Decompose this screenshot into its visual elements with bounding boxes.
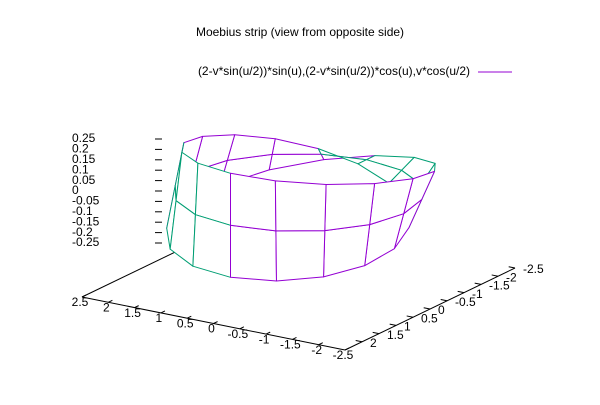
- y-tick: [423, 307, 431, 310]
- x-tick-label: -0.5: [227, 327, 248, 341]
- x-tick-label: -2.5: [333, 348, 354, 362]
- x-tick-label: -2: [311, 343, 322, 357]
- x-tick: [81, 294, 87, 298]
- surface-cell: [274, 180, 327, 232]
- surface-cell: [230, 224, 277, 282]
- z-tick-label: -0.05: [72, 194, 100, 208]
- y-tick-label: -2: [506, 270, 517, 284]
- y-tick-label: 1: [404, 320, 411, 334]
- y-tick: [372, 331, 380, 335]
- surface-cell: [271, 138, 322, 155]
- surface-cell: [275, 230, 326, 282]
- y-tick: [457, 290, 465, 294]
- z-tick-label: 0.2: [72, 142, 89, 156]
- x-tick: [160, 310, 166, 314]
- x-tick-label: 0.5: [177, 316, 194, 330]
- x-tick: [186, 315, 192, 319]
- z-tick-label: -0.1: [72, 204, 93, 218]
- y-tick-label: -2.5: [523, 262, 544, 276]
- y-tick: [406, 315, 414, 318]
- z-tick-label: 0.1: [72, 162, 89, 176]
- y-tick: [491, 274, 499, 277]
- x-tick-label: 2.5: [72, 295, 89, 309]
- y-tick-label: -1: [472, 287, 483, 301]
- y-tick-label: 2: [370, 336, 377, 350]
- z-tick-label: -0.15: [72, 214, 100, 228]
- legend-label: (2-v*sin(u/2))*sin(u),(2-v*sin(u/2))*cos…: [198, 64, 470, 78]
- y-tick-label: -1.5: [489, 279, 510, 293]
- z-tick-label: -0.25: [72, 235, 100, 249]
- x-tick-label: 1: [156, 311, 163, 325]
- y-tick: [440, 299, 448, 302]
- y-tick: [389, 323, 397, 326]
- z-tick-label: -0.2: [72, 225, 93, 239]
- surface-cell: [268, 153, 325, 171]
- x-tick: [292, 336, 297, 340]
- x-tick-label: -1: [259, 332, 270, 346]
- z-tick-label: 0.25: [72, 131, 96, 145]
- surface-cell: [324, 183, 376, 232]
- x-tick: [318, 342, 323, 346]
- x-tick-label: 2: [103, 300, 110, 314]
- x-tick: [344, 347, 350, 351]
- y-tick-label: 0.5: [421, 311, 438, 325]
- x-tick: [265, 331, 271, 335]
- surface-cell: [192, 214, 231, 278]
- x-tick: [108, 299, 113, 303]
- x-tick: [213, 321, 218, 324]
- y-tick: [508, 266, 516, 269]
- x-tick-label: 1.5: [124, 306, 141, 320]
- z-tick-label: 0.05: [72, 173, 96, 187]
- z-tick-label: 0.15: [72, 152, 96, 166]
- y-tick-label: 1.5: [387, 328, 404, 342]
- y-tick-label: 0: [438, 303, 445, 317]
- x-tick-label: 0: [208, 322, 215, 336]
- surface-cell: [323, 224, 371, 278]
- y-tick: [474, 282, 482, 285]
- x-tick-label: -1.5: [280, 338, 301, 352]
- x-tick: [239, 326, 245, 330]
- y-tick-label: -0.5: [455, 295, 476, 309]
- x-tick: [134, 305, 139, 309]
- z-tick-label: 0: [72, 183, 79, 197]
- chart-title: Moebius strip (view from opposite side): [196, 25, 404, 39]
- y-tick: [355, 340, 363, 343]
- surface-cell: [230, 172, 277, 232]
